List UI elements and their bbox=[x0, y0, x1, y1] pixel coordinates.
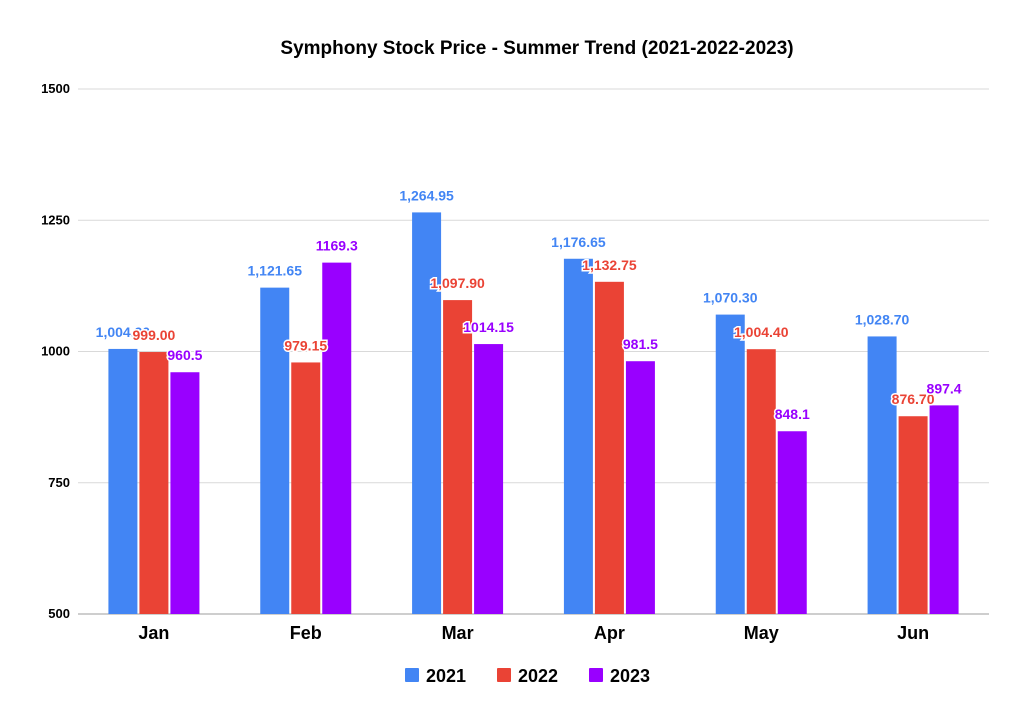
data-label-2021-Mar: 1,264.95 bbox=[399, 187, 454, 203]
bar-2023-Jan bbox=[170, 372, 200, 614]
bar-2022-Jan bbox=[139, 352, 169, 614]
x-tick-label-Jan: Jan bbox=[138, 623, 169, 643]
y-tick-label: 1500 bbox=[41, 81, 70, 96]
y-tick-label: 750 bbox=[48, 475, 70, 490]
y-tick-label: 1250 bbox=[41, 212, 70, 227]
data-label-2023-Apr: 981.5 bbox=[623, 336, 658, 352]
bar-2021-Feb bbox=[260, 287, 290, 614]
data-label-2022-Feb: 979.15 bbox=[284, 337, 327, 353]
y-tick-label: 1000 bbox=[41, 344, 70, 359]
legend-swatch-2021 bbox=[405, 668, 419, 682]
bar-2022-Jun bbox=[898, 416, 928, 614]
data-label-2022-Jan: 999.00 bbox=[133, 327, 176, 343]
bar-2021-May bbox=[715, 314, 745, 614]
x-tick-label-May: May bbox=[744, 623, 779, 643]
bar-2023-Apr bbox=[625, 361, 655, 614]
data-label-2021-May: 1,070.30 bbox=[703, 290, 758, 306]
data-label-2022-Apr: 1,132.75 bbox=[582, 257, 637, 273]
bar-2022-Mar bbox=[443, 300, 473, 614]
legend: 2021 2022 2023 bbox=[405, 666, 650, 686]
bar-2021-Apr bbox=[563, 258, 593, 614]
axes: 500 750 1000 1250 1500 Jan Feb Mar Apr May Jun bbox=[41, 81, 929, 643]
legend-label-2023: 2023 bbox=[610, 666, 650, 686]
chart-title: Symphony Stock Price - Summer Trend (202… bbox=[280, 38, 793, 59]
bar-2021-Mar bbox=[412, 212, 442, 614]
bar-2022-May bbox=[746, 349, 776, 614]
legend-label-2022: 2022 bbox=[518, 666, 558, 686]
bar-2023-May bbox=[777, 431, 807, 614]
x-tick-label-Mar: Mar bbox=[442, 623, 474, 643]
data-label-2023-Jan: 960.5 bbox=[167, 347, 202, 363]
x-tick-label-Apr: Apr bbox=[594, 623, 625, 643]
data-label-2022-Mar: 1,097.90 bbox=[430, 275, 485, 291]
legend-swatch-2023 bbox=[589, 668, 603, 682]
data-label-2023-May: 848.1 bbox=[775, 406, 810, 422]
bar-2023-Feb bbox=[322, 262, 352, 614]
gridlines bbox=[78, 88, 989, 615]
data-label-2022-Jun: 876.70 bbox=[892, 391, 935, 407]
bar-2023-Jun bbox=[929, 405, 959, 614]
data-label-2023-Jun: 897.4 bbox=[927, 380, 962, 396]
data-label-2021-Feb: 1,121.65 bbox=[248, 263, 303, 279]
bar-2022-Feb bbox=[291, 362, 321, 614]
data-label-2021-Apr: 1,176.65 bbox=[551, 234, 606, 250]
data-label-2023-Feb: 1169.3 bbox=[316, 238, 358, 254]
bar-2021-Jan bbox=[108, 348, 138, 614]
data-label-2022-May: 1,004.40 bbox=[734, 324, 789, 340]
legend-label-2021: 2021 bbox=[426, 666, 466, 686]
data-label-2021-Jun: 1,028.70 bbox=[855, 311, 910, 327]
x-tick-label-Jun: Jun bbox=[897, 623, 929, 643]
bar-2023-Mar bbox=[474, 344, 504, 614]
data-label-2023-Mar: 1014.15 bbox=[463, 319, 514, 335]
bars bbox=[108, 212, 959, 614]
x-tick-label-Feb: Feb bbox=[290, 623, 322, 643]
y-tick-label: 500 bbox=[48, 606, 70, 621]
bar-2021-Jun bbox=[867, 336, 897, 614]
data-label-2021-Jan: 1,004.90 bbox=[96, 324, 151, 340]
legend-swatch-2022 bbox=[497, 668, 511, 682]
bar-2022-Apr bbox=[594, 281, 624, 614]
